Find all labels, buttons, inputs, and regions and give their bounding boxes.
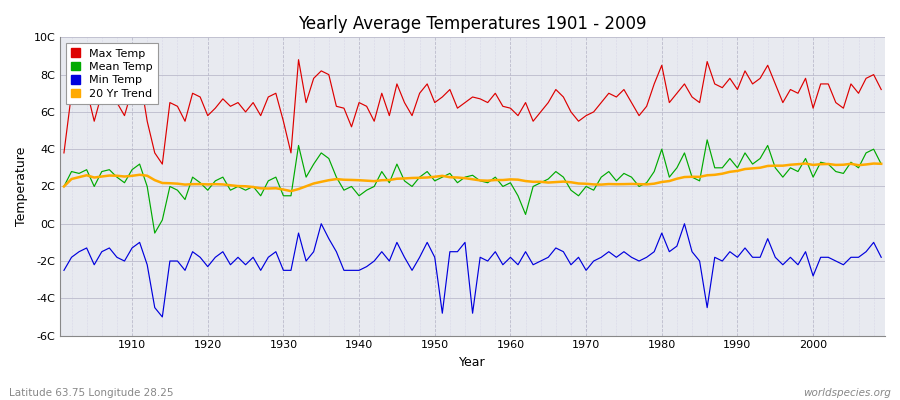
Text: Latitude 63.75 Longitude 28.25: Latitude 63.75 Longitude 28.25 [9,388,174,398]
X-axis label: Year: Year [459,356,486,369]
Y-axis label: Temperature: Temperature [15,147,28,226]
Legend: Max Temp, Mean Temp, Min Temp, 20 Yr Trend: Max Temp, Mean Temp, Min Temp, 20 Yr Tre… [66,43,158,104]
Text: worldspecies.org: worldspecies.org [803,388,891,398]
Title: Yearly Average Temperatures 1901 - 2009: Yearly Average Temperatures 1901 - 2009 [298,15,647,33]
